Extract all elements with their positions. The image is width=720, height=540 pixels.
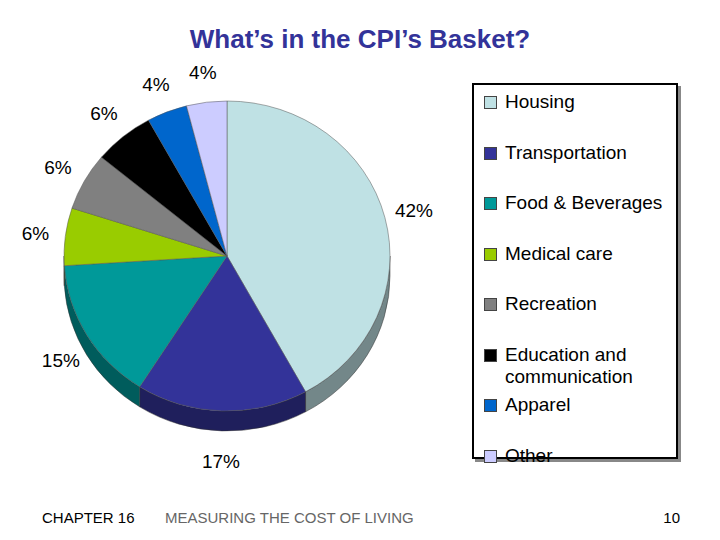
data-label: 6% (44, 157, 72, 178)
legend-entry: Medical care (484, 243, 670, 294)
data-label: 17% (202, 451, 240, 472)
legend-swatch (484, 248, 497, 261)
legend: Housing Transportation Food & Beverages Med… (472, 83, 678, 459)
footer-chapter: CHAPTER 16 (42, 509, 135, 526)
legend-swatch (484, 349, 497, 362)
legend-entry: Housing (484, 91, 670, 142)
legend-swatch (484, 96, 497, 109)
legend-swatch (484, 399, 497, 412)
legend-label: Other (505, 445, 553, 467)
page: CPI Basket html, body { margin: 0; paddi… (0, 0, 720, 540)
data-label: 15% (42, 350, 80, 371)
legend-label: Food & Beverages (505, 192, 662, 214)
legend-swatch (484, 298, 497, 311)
legend-entry: Transportation (484, 142, 670, 193)
legend-label: Transportation (505, 142, 627, 164)
pie (64, 101, 390, 411)
legend-entry: Food & Beverages (484, 192, 670, 243)
legend-swatch (484, 147, 497, 160)
data-labels: 42% 17% 15% 6% 6% 6% 4% 4% (22, 62, 433, 471)
footer-section: MEASURING THE COST OF LIVING (165, 509, 414, 526)
pie-slice (186, 101, 227, 256)
data-label: 42% (395, 200, 433, 221)
data-label: 4% (142, 74, 170, 95)
legend-swatch (484, 450, 497, 463)
legend-label: Medical care (505, 243, 613, 265)
legend-label: Education and communication (505, 344, 670, 388)
data-label: 6% (90, 103, 118, 124)
legend-label: Recreation (505, 293, 597, 315)
legend-label: Housing (505, 91, 575, 113)
title: What’s in the CPI’s Basket? (190, 24, 530, 54)
legend-entry: Recreation (484, 293, 670, 344)
body: {"chart_data": {"type": "pie", "title": … (0, 0, 720, 540)
legend-entry: Education and communication (484, 344, 670, 395)
pie-slice (64, 256, 227, 387)
legend-entry: Other (484, 445, 670, 496)
legend-entry: Apparel (484, 394, 670, 445)
legend-label: Apparel (505, 394, 571, 416)
data-label: 4% (189, 62, 217, 83)
data-label: 6% (22, 223, 50, 244)
footer-page: 10 (663, 509, 680, 526)
legend-swatch (484, 197, 497, 210)
